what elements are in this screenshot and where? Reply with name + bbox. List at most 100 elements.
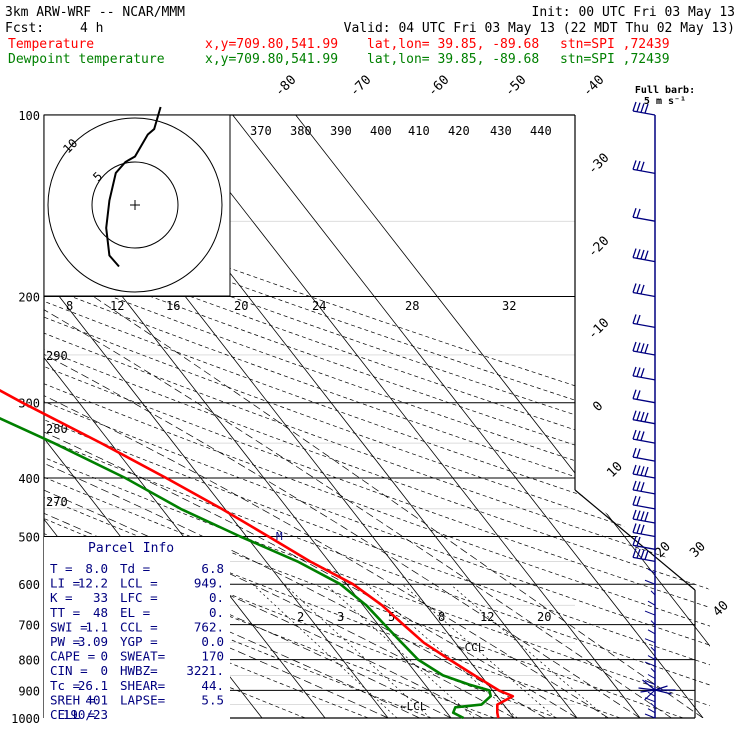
pressure-tick-label: 1000 — [11, 712, 40, 726]
moist-adiabat-line — [44, 296, 641, 718]
isotherm-tick-label: 10 — [604, 459, 626, 481]
wind-barb — [650, 702, 656, 708]
speed-tick-label: 8 — [66, 299, 73, 313]
parcel-info-cell: CCL = — [120, 619, 158, 634]
theta-label: 370 — [250, 124, 272, 138]
forecast-label: Fcst: — [5, 21, 44, 36]
temperature-line — [0, 389, 515, 719]
moist-adiabat-line — [44, 296, 389, 718]
parcel-info-title: Parcel Info — [88, 541, 174, 556]
isotherm-tick-label: -70 — [347, 73, 374, 100]
barb-legend-units: 5 m s⁻¹ — [644, 96, 686, 107]
mixing-ratio-line — [450, 583, 608, 718]
parcel-info-cell: PW = — [50, 634, 80, 649]
wind-barb — [632, 410, 656, 425]
parcel-info-cell: 26.1 — [78, 678, 108, 693]
isotherm-line — [295, 115, 710, 718]
parcel-info-cell: LFC = — [120, 590, 158, 605]
mixing-ratio-label: 8 — [438, 610, 445, 624]
parcel-info-cell: HWBZ= — [120, 663, 158, 678]
pressure-tick-label: 600 — [18, 578, 40, 592]
wind-barb — [632, 548, 656, 563]
dewpoint-line — [0, 416, 492, 720]
legend-temperature-latlon: lat,lon= 39.85, -89.68 — [367, 37, 539, 52]
dry-adiabat-line — [44, 115, 710, 718]
wind-barbs — [632, 101, 676, 719]
wind-barb — [644, 638, 656, 644]
speed-tick-label: 20 — [234, 299, 248, 313]
parcel-info-cell: LI = — [50, 576, 80, 591]
speed-tick-label: 24 — [312, 299, 326, 313]
wind-barb — [632, 480, 656, 495]
moist-adiabat-line — [44, 296, 578, 718]
wind-barb — [644, 579, 656, 585]
parcel-info-cell: CELL = — [50, 707, 95, 722]
pressure-tick-label: 900 — [18, 684, 40, 698]
wind-barb — [638, 687, 656, 691]
barb-legend-title: Full barb: — [635, 85, 695, 96]
parcel-info-cell: 3221. — [186, 663, 224, 678]
parcel-info-cell: YGP = — [120, 634, 158, 649]
wind-barb — [632, 447, 656, 462]
isotherm-line — [44, 115, 326, 718]
wind-barb — [650, 646, 656, 652]
legend-dewpoint-xy: x,y=709.80,541.99 — [205, 52, 338, 67]
isotherm-line — [169, 115, 641, 718]
wind-barb — [632, 495, 656, 510]
wind-barb — [632, 101, 656, 116]
parcel-info-cell: 190/23 — [63, 707, 108, 722]
wind-barb — [632, 248, 656, 263]
dry-adiabat-line — [44, 115, 710, 718]
dry-adiabat-label: 270 — [46, 495, 68, 509]
isotherm-tick-label: -30 — [585, 151, 612, 178]
isotherm-line — [0, 115, 10, 718]
hodograph-ring-inner — [91, 161, 179, 249]
isotherm-tick-label: 0 — [590, 399, 606, 415]
isotherm-tick-label: -80 — [272, 73, 299, 100]
mixing-ratio-label: 20 — [537, 610, 551, 624]
mixing-ratio-line — [325, 583, 475, 718]
hodograph-ring-outer — [47, 117, 223, 293]
mixing-level-marker: M — [276, 530, 283, 543]
isotherm-line — [44, 115, 389, 718]
ccl-marker: ←CCL — [458, 641, 485, 654]
wind-barb — [647, 629, 656, 635]
parcel-info-background — [44, 537, 230, 727]
mixing-ratio-label: 3 — [337, 610, 344, 624]
dry-adiabat-line — [44, 115, 369, 718]
dry-adiabat-line — [44, 115, 710, 718]
wind-barb — [647, 674, 656, 679]
wind-barb — [650, 667, 656, 673]
wind-barb — [647, 655, 656, 660]
mixing-ratio-line — [402, 583, 557, 718]
wind-barb — [632, 429, 656, 444]
mixing-ratio-line — [252, 583, 398, 718]
isotherm-line — [232, 115, 704, 718]
model-title: 3km ARW-WRF -- NCAR/MMM — [5, 5, 185, 20]
parcel-info-cell: 0 — [100, 649, 108, 664]
parcel-info-cell: SWI = — [50, 619, 88, 634]
parcel-info-cell: TT = — [50, 605, 80, 620]
pressure-tick-label: 400 — [18, 472, 40, 486]
wind-barb — [632, 283, 656, 298]
theta-label: 390 — [330, 124, 352, 138]
theta-label: 410 — [408, 124, 430, 138]
theta-label: 430 — [490, 124, 512, 138]
wind-barb — [644, 661, 656, 667]
wind-barb — [642, 679, 656, 691]
theta-label: 400 — [370, 124, 392, 138]
isotherm-tick-label: -40 — [580, 73, 607, 100]
wind-barb — [632, 464, 656, 479]
legend-dewpoint-name: Dewpoint temperature — [8, 52, 165, 67]
wind-barb — [647, 600, 656, 606]
parcel-info-cell: 5.5 — [201, 692, 224, 707]
wind-barb — [632, 366, 656, 381]
mixing-ratio-label: 5 — [388, 610, 395, 624]
parcel-info-cell: 949. — [194, 576, 224, 591]
dry-adiabat-line — [44, 115, 710, 718]
theta-label: 380 — [290, 124, 312, 138]
parcel-info-cell: EL = — [120, 605, 150, 620]
chart-series — [0, 389, 515, 720]
parcel-info-cell: 3.09 — [78, 634, 108, 649]
wind-barb — [654, 689, 672, 695]
